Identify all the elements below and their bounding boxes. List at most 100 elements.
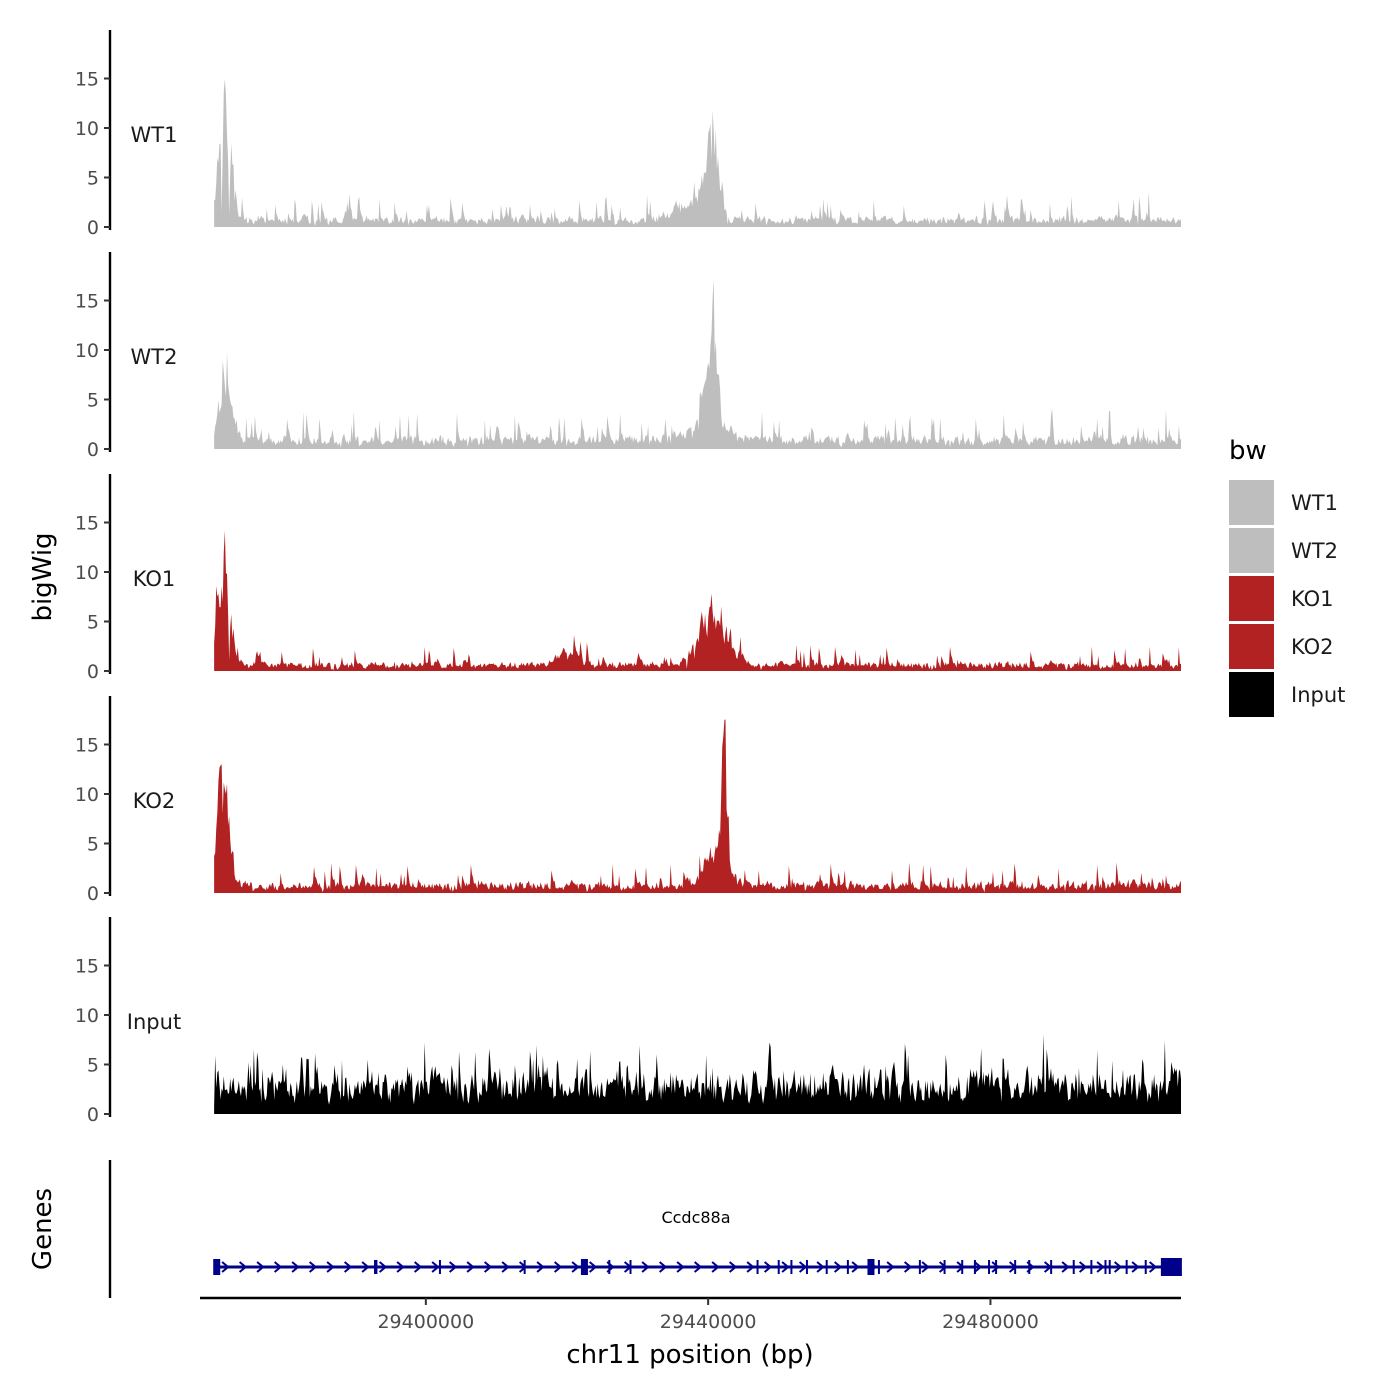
track-label: KO2 [133,789,176,813]
exon [777,1260,780,1274]
legend-swatch-input [1229,672,1274,717]
strand-arrow [728,1261,738,1273]
legend-swatch-wt2 [1229,528,1274,573]
strand-arrow [308,1261,318,1273]
exon [973,1260,976,1274]
x-tick-label: 29440000 [660,1311,757,1333]
exon [213,1259,221,1275]
track-label: WT2 [131,345,178,369]
strand-arrow [553,1261,563,1273]
strand-arrow [378,1261,388,1273]
y-tick-label: 15 [75,956,99,978]
exon [846,1260,849,1274]
track-ko2: 0 5 10 15 KO2 [75,696,1181,905]
legend-label-wt1: WT1 [1291,491,1338,515]
strand-arrow [501,1261,510,1273]
exon [438,1260,441,1274]
exon [1108,1260,1111,1274]
track-wt2: 0 5 10 15 WT2 [75,252,1181,461]
track-wt1: 0 5 10 15 WT1 [75,30,1181,239]
strand-arrow [816,1261,825,1273]
strand-arrow [658,1261,668,1273]
legend-swatch-wt1 [1229,480,1274,525]
x-tick-label: 29400000 [377,1311,474,1333]
exon [1144,1260,1147,1274]
strand-arrow [991,1261,1000,1273]
legend-swatch-ko2 [1229,624,1274,669]
exon [790,1260,793,1274]
exon [943,1260,946,1274]
y-tick-label: 15 [75,69,99,91]
strand-arrow [483,1261,493,1273]
exon [608,1260,611,1274]
x-tick-label: 29480000 [942,1311,1039,1333]
legend-label-input: Input [1291,683,1345,707]
y-axis-title: bigWig [28,532,58,621]
y-tick-label: 5 [87,1055,99,1077]
strand-arrow [1148,1261,1158,1273]
exon [523,1260,526,1274]
y-tick-label: 0 [87,439,99,461]
signal-area [214,78,1181,227]
exon [918,1260,921,1274]
exon [877,1260,880,1274]
track-label: WT1 [131,123,178,147]
strand-arrow [781,1261,790,1273]
strand-arrow [1078,1261,1088,1273]
legend-label-ko1: KO1 [1291,587,1334,611]
exon [1072,1260,1075,1274]
exon [961,1260,964,1274]
strand-arrow [973,1261,983,1273]
legend-title: bw [1229,436,1267,466]
strand-arrow [431,1261,440,1273]
strand-arrow [238,1261,248,1273]
y-tick-label: 10 [75,562,99,584]
strand-arrow [273,1261,283,1273]
y-tick-label: 10 [75,340,99,362]
legend-label-ko2: KO2 [1291,635,1334,659]
legend-swatch-ko1 [1229,576,1274,621]
signal-area [214,279,1181,449]
strand-arrow [833,1261,843,1273]
exon [1050,1260,1053,1274]
strand-arrow [693,1261,703,1273]
strand-arrow [886,1261,895,1273]
exon [988,1260,991,1274]
strand-arrow [903,1261,913,1273]
exon [629,1260,632,1274]
exon [1090,1260,1093,1274]
y-tick-label: 0 [87,1104,99,1126]
exon-utr [1160,1258,1182,1276]
strand-arrow [1131,1261,1140,1273]
strand-arrow [746,1261,755,1273]
exon [1028,1260,1031,1274]
y-tick-label: 0 [87,217,99,239]
track-label: Input [127,1010,181,1034]
strand-arrow [291,1261,300,1273]
x-axis-title: chr11 position (bp) [566,1340,813,1370]
signal-area [214,1034,1181,1114]
exon [867,1259,875,1275]
y-tick-label: 10 [75,784,99,806]
strand-arrow [763,1261,773,1273]
signal-area [214,530,1181,671]
strand-arrow [448,1261,458,1273]
x-axis: 29400000 29440000 29480000 [200,1296,1181,1333]
strand-arrow [571,1261,580,1273]
exon [580,1259,588,1275]
strand-arrow [326,1261,335,1273]
y-tick-label: 5 [87,612,99,634]
gene-name: Ccdc88a [661,1208,730,1227]
strand-arrow [676,1261,685,1273]
legend: bw WT1 WT2 KO1 KO2 Input [1229,436,1345,717]
strand-arrow [641,1261,650,1273]
strand-arrow [221,1261,230,1273]
strand-arrow [1061,1261,1070,1273]
signal-tracks: 0 5 10 15 WT1 0 5 10 15 WT2 0 5 10 15 KO1 0 5 10 15 KO2 0 5 10… [75,30,1181,1126]
track-label: KO1 [133,567,176,591]
y-tick-label: 10 [75,118,99,140]
strand-arrow [1096,1261,1105,1273]
strand-arrow [798,1261,808,1273]
signal-area [214,719,1181,893]
